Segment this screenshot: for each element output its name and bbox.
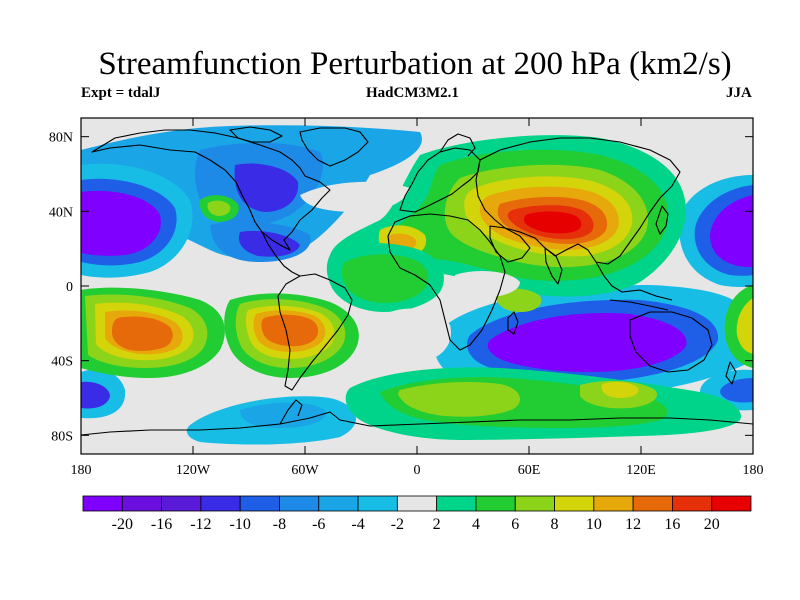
negative-region-sw-pacific-core [81,381,110,409]
colorbar-label: -4 [351,516,364,533]
coastline-layer [81,126,753,436]
positive-region-ne-pacific-core [207,200,231,216]
colorbar-swatch [475,495,516,512]
coastline-madagascar [507,311,519,335]
coastline-australia [629,311,713,373]
x-tick-label: 0 [414,463,421,478]
colorbar-swatch [632,495,673,512]
coastline-se-asia [595,261,673,301]
colorbar-swatch [672,495,713,512]
experiment-label: Expt = tdalJ [81,85,161,101]
colorbar-label: 16 [664,516,680,533]
colorbar-label: -8 [273,516,286,533]
colorbar-swatch [436,495,477,512]
colorbar-label: 12 [625,516,641,533]
colorbar-swatch [711,495,752,512]
colorbar-label: -20 [112,516,133,533]
neutral-gap-south-atlantic [389,308,451,362]
coastline-antarctica [81,411,753,436]
colorbar-swatch [554,495,595,512]
season-label: JJA [726,85,752,101]
negative-region-south-indian-core [487,313,687,372]
positive-region-southern-ocean-east-yellow [601,381,639,398]
axes-layer: 180 120W 60W 0 60E 120E 180 80N 40N 0 40S 80S [49,118,764,478]
colorbar-label: -16 [151,516,172,533]
negative-region-southern-ocean-core [240,402,326,428]
colorbar-label: -12 [190,516,211,533]
colorbar-swatch [161,495,202,512]
positive-region-east-africa [495,288,542,312]
positive-region-southern-ocean-lime [398,382,520,417]
x-tick-label: 120W [176,463,211,478]
colorbar-label: -2 [391,516,404,533]
negative-region-pacific-east-core [81,190,161,256]
colorbar-label: 6 [511,516,519,533]
negative-region-se-edge-core [720,378,753,403]
colorbar-label: 10 [586,516,602,533]
colorbar: -20 -16 -12 -10 -8 -6 -4 -2 2 4 6 8 10 12 16 20 [82,495,752,533]
colorbar-swatch [82,495,123,512]
negative-region-caribbean-core [238,230,300,257]
colorbar-swatch [593,495,634,512]
colorbar-swatch [357,495,398,512]
contour-fill-layer [81,125,753,445]
coastline-arabia [489,225,531,263]
coastline-new-zealand [725,361,737,385]
colorbar-label: 8 [551,516,559,533]
positive-region-tropical-atlantic-inner [341,254,429,303]
coastline-greenland [299,127,369,167]
coastline-indonesia [609,299,669,311]
chart-title: Streamfunction Perturbation at 200 hPa (… [98,46,732,82]
coastline-south-america [277,273,353,391]
colorbar-label: 4 [472,516,480,533]
x-tick-label: 180 [743,463,764,478]
coastline-india [544,247,563,285]
positive-region-south-pacific-core [112,316,173,351]
colorbar-swatch [514,495,555,512]
colorbar-label: 2 [433,516,441,533]
coastline-central-america [261,231,301,277]
y-tick-label: 0 [66,280,73,295]
positive-region-west-pacific-edge-core [736,298,753,354]
negative-region-pacific-west-core [710,195,753,267]
x-tick-label: 120E [626,463,656,478]
coastline-north-america [91,129,331,251]
positive-region-south-asia-max [524,211,582,234]
coastline-africa [387,213,506,351]
coastline-scandinavia [439,133,476,157]
x-tick-label: 60W [291,463,319,478]
colorbar-swatch [318,495,359,512]
y-tick-label: 40N [49,205,73,220]
positive-region-south-america-core [261,314,319,347]
y-tick-label: 80N [49,131,73,146]
x-tick-label: 60E [518,463,541,478]
colorbar-swatch [121,495,162,512]
y-tick-label: 40S [51,355,73,370]
coastline-japan [655,205,669,235]
model-label: HadCM3M2.1 [366,85,459,101]
coastline-antarctic-peninsula [279,399,303,425]
neutral-gap-atlantic [300,181,410,212]
negative-region-north-america-core [234,163,299,212]
colorbar-swatch [279,495,320,512]
y-tick-label: 80S [51,429,73,444]
coastline-arctic-islands [229,126,283,143]
colorbar-swatch [239,495,280,512]
coastline-asia [475,137,681,265]
x-tick-label: 180 [71,463,92,478]
colorbar-swatch [396,495,438,512]
colorbar-swatch [200,495,241,512]
colorbar-label: 20 [704,516,720,533]
colorbar-label: -10 [230,516,251,533]
colorbar-label: -6 [312,516,325,533]
